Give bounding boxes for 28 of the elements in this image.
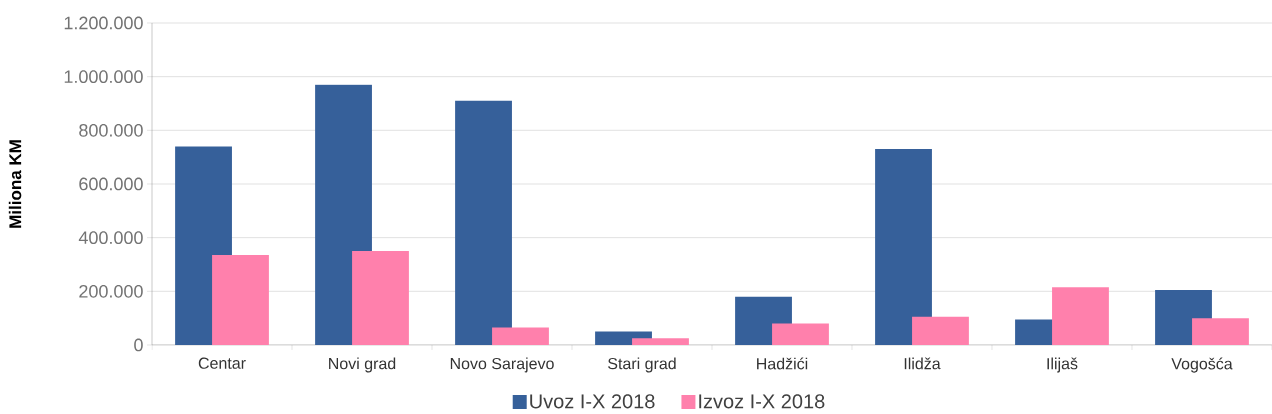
y-tick-label: 400.000: [78, 231, 143, 245]
bar: [352, 251, 409, 345]
y-axis-title: Miliona KM: [8, 140, 22, 228]
bar: [455, 100, 512, 345]
y-tick-label: 200.000: [79, 284, 143, 298]
y-tick-label: 1.000.000: [64, 70, 143, 84]
x-tick-label: Centar: [198, 357, 246, 369]
bar: [212, 255, 269, 345]
legend-label: Izvoz I-X 2018: [699, 394, 825, 409]
x-tick-label: Vogošća: [1171, 357, 1233, 373]
x-tick-label: Hadžići: [757, 357, 808, 370]
x-tick-label: Novo Sarajevo: [450, 357, 554, 373]
x-tick-label: Ilijaš: [1047, 357, 1078, 373]
y-tick-label: 1.200.000: [64, 16, 143, 30]
bar: [875, 149, 932, 345]
y-tick-label: 800.000: [79, 123, 143, 137]
x-tick-label: Novi grad: [329, 357, 396, 373]
x-tick-label: Ilidža: [904, 357, 941, 370]
y-tick-label: 600.000: [79, 177, 143, 191]
bar: [632, 338, 689, 345]
bar: [492, 327, 549, 345]
x-tick-label: Stari grad: [608, 357, 676, 373]
legend-label: Uvoz I-X 2018: [530, 394, 655, 409]
bar: [1052, 287, 1109, 345]
bar: [912, 316, 969, 345]
bar: [772, 323, 829, 345]
bar: [1192, 318, 1249, 345]
y-tick-label: 0: [134, 338, 143, 352]
